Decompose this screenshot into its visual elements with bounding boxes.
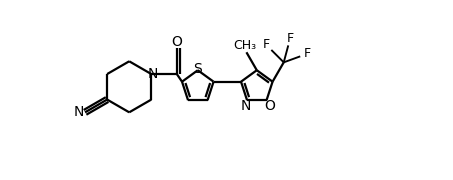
Text: CH₃: CH₃ — [233, 39, 256, 52]
Text: N: N — [74, 105, 84, 119]
Text: O: O — [171, 35, 182, 49]
Text: F: F — [263, 39, 270, 51]
Text: F: F — [303, 48, 310, 60]
Text: S: S — [193, 62, 202, 76]
Text: O: O — [264, 99, 275, 113]
Text: F: F — [287, 32, 294, 45]
Text: N: N — [240, 99, 251, 113]
Text: N: N — [148, 67, 158, 81]
